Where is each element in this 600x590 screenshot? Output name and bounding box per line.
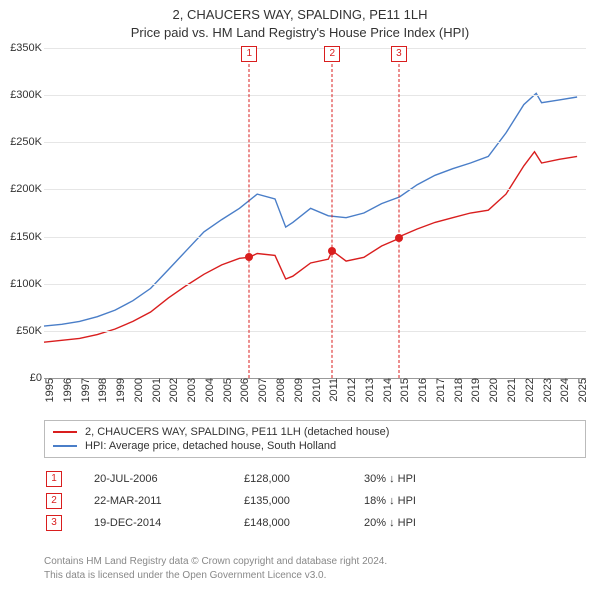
chart-svg	[44, 48, 586, 378]
gridline	[44, 237, 586, 238]
gridline	[44, 331, 586, 332]
sale-delta: 30% ↓ HPI	[364, 473, 504, 485]
x-tick-label: 2011	[328, 378, 336, 402]
x-tick-label: 2000	[133, 378, 141, 402]
series-line-property	[44, 152, 577, 343]
sale-date: 20-JUL-2006	[62, 473, 244, 485]
y-tick-label: £350K	[2, 42, 42, 54]
sale-cursor-line	[398, 64, 399, 378]
legend-item: HPI: Average price, detached house, Sout…	[53, 439, 577, 453]
x-tick-label: 2021	[506, 378, 514, 402]
sale-delta: 20% ↓ HPI	[364, 517, 504, 529]
sale-date: 22-MAR-2011	[62, 495, 244, 507]
sale-marker-label: 3	[391, 46, 407, 62]
y-tick-label: £50K	[2, 325, 42, 337]
y-tick-label: £300K	[2, 89, 42, 101]
x-tick-label: 2004	[204, 378, 212, 402]
legend-swatch	[53, 445, 77, 447]
x-tick-label: 2006	[239, 378, 247, 402]
sale-price: £128,000	[244, 473, 364, 485]
x-tick-label: 2010	[311, 378, 319, 402]
sale-number: 1	[46, 471, 62, 487]
legend-label: 2, CHAUCERS WAY, SPALDING, PE11 1LH (det…	[85, 426, 389, 438]
y-tick-label: £200K	[2, 183, 42, 195]
x-tick-label: 2024	[559, 378, 567, 402]
gridline	[44, 95, 586, 96]
y-tick-label: £0	[2, 372, 42, 384]
sale-point	[328, 247, 336, 255]
gridline	[44, 142, 586, 143]
x-tick-label: 2025	[577, 378, 585, 402]
x-tick-label: 2009	[293, 378, 301, 402]
x-tick-label: 2023	[542, 378, 550, 402]
x-tick-label: 2002	[168, 378, 176, 402]
sales-table: 120-JUL-2006£128,00030% ↓ HPI222-MAR-201…	[44, 468, 586, 534]
sale-point	[395, 234, 403, 242]
sale-marker-label: 2	[324, 46, 340, 62]
x-tick-label: 2014	[382, 378, 390, 402]
legend-swatch	[53, 431, 77, 433]
title-line-1: 2, CHAUCERS WAY, SPALDING, PE11 1LH	[0, 6, 600, 24]
sale-delta: 18% ↓ HPI	[364, 495, 504, 507]
title-line-2: Price paid vs. HM Land Registry's House …	[0, 24, 600, 42]
footer: Contains HM Land Registry data © Crown c…	[44, 555, 387, 582]
footer-line-1: Contains HM Land Registry data © Crown c…	[44, 555, 387, 569]
sale-price: £135,000	[244, 495, 364, 507]
x-tick-label: 1995	[44, 378, 52, 402]
sale-price: £148,000	[244, 517, 364, 529]
x-tick-label: 2007	[257, 378, 265, 402]
x-tick-label: 2018	[453, 378, 461, 402]
y-tick-label: £100K	[2, 278, 42, 290]
sale-number: 3	[46, 515, 62, 531]
sale-row: 319-DEC-2014£148,00020% ↓ HPI	[44, 512, 586, 534]
x-tick-label: 2012	[346, 378, 354, 402]
y-tick-label: £150K	[2, 231, 42, 243]
legend-item: 2, CHAUCERS WAY, SPALDING, PE11 1LH (det…	[53, 425, 577, 439]
x-tick-label: 2003	[186, 378, 194, 402]
x-tick-label: 2001	[151, 378, 159, 402]
x-tick-label: 2015	[399, 378, 407, 402]
x-tick-label: 1997	[80, 378, 88, 402]
x-tick-label: 2019	[470, 378, 478, 402]
gridline	[44, 48, 586, 49]
sale-number: 2	[46, 493, 62, 509]
sale-point	[245, 253, 253, 261]
gridline	[44, 284, 586, 285]
sale-cursor-line	[332, 64, 333, 378]
sale-row: 120-JUL-2006£128,00030% ↓ HPI	[44, 468, 586, 490]
x-tick-label: 2020	[488, 378, 496, 402]
x-tick-label: 1999	[115, 378, 123, 402]
x-tick-label: 1998	[97, 378, 105, 402]
series-line-hpi	[44, 93, 577, 326]
x-tick-label: 2022	[524, 378, 532, 402]
x-tick-label: 2016	[417, 378, 425, 402]
chart-area: £0£50K£100K£150K£200K£250K£300K£350K1995…	[44, 48, 586, 378]
footer-line-2: This data is licensed under the Open Gov…	[44, 569, 387, 583]
x-tick-label: 2013	[364, 378, 372, 402]
x-tick-label: 1996	[62, 378, 70, 402]
x-tick-label: 2005	[222, 378, 230, 402]
sale-date: 19-DEC-2014	[62, 517, 244, 529]
gridline	[44, 189, 586, 190]
sale-row: 222-MAR-2011£135,00018% ↓ HPI	[44, 490, 586, 512]
page: 2, CHAUCERS WAY, SPALDING, PE11 1LH Pric…	[0, 0, 600, 590]
legend-label: HPI: Average price, detached house, Sout…	[85, 440, 336, 452]
sale-cursor-line	[249, 64, 250, 378]
sale-marker-label: 1	[241, 46, 257, 62]
x-tick-label: 2017	[435, 378, 443, 402]
legend: 2, CHAUCERS WAY, SPALDING, PE11 1LH (det…	[44, 420, 586, 458]
chart-title: 2, CHAUCERS WAY, SPALDING, PE11 1LH Pric…	[0, 0, 600, 41]
y-tick-label: £250K	[2, 136, 42, 148]
x-tick-label: 2008	[275, 378, 283, 402]
